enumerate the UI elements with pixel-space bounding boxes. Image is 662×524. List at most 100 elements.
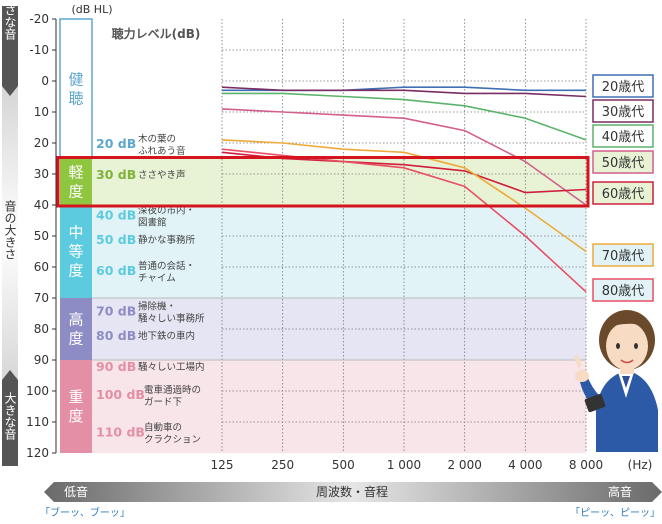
zone-label-box-1: [60, 158, 92, 205]
y-tick-label-9: 70: [34, 291, 49, 305]
loudness-side-bar: 小さな音 音の大きさ 大きな音: [2, 0, 18, 466]
example-db-0: 20 dB: [96, 136, 136, 151]
legend-label-2: 40歳代: [602, 130, 645, 145]
legend-box-1: [592, 99, 654, 123]
example-db-3: 50 dB: [96, 232, 136, 247]
high-sound-label: 「ピーッ、ピーッ」: [570, 507, 660, 519]
legend-label-0: 20歳代: [602, 80, 645, 95]
y-tick-label-11: 90: [34, 353, 49, 367]
legend-box-4: [592, 181, 654, 205]
example-db-2: 40 dB: [96, 207, 136, 222]
hz-unit-label: (Hz): [628, 458, 653, 472]
x-tick-label-5: 4 000: [508, 458, 542, 472]
y-tick-label-14: 120: [26, 446, 49, 460]
legend-box-2: [592, 124, 654, 148]
legend-label-6: 80歳代: [602, 284, 645, 299]
series-line-2: [222, 92, 587, 141]
y-tick-label-8: 60: [34, 260, 49, 274]
series-line-6: [221, 148, 587, 293]
zone-label-0: 健聴: [68, 70, 83, 107]
frequency-bar: 低音 周波数・音程 高音 「ブーッ、ブーッ」 「ピーッ、ピーッ」: [40, 482, 662, 519]
example-text-0-1: ふれあう音: [138, 145, 186, 157]
y-tick-label-3: 10: [34, 105, 49, 119]
y-tick-label-2: 0: [41, 74, 49, 88]
example-text-8-0: 電車通過時の: [144, 384, 201, 396]
loudness-label: 音の大きさ: [3, 199, 17, 260]
low-pitch-label: 低音: [64, 484, 88, 499]
example-text-1-0: ささやき声: [138, 169, 186, 181]
zone-band-2: [60, 205, 586, 298]
series-line-3: [221, 108, 587, 206]
legend: 20歳代 30歳代 40歳代 50歳代 60歳代 70歳代 80歳代: [592, 74, 654, 302]
example-db-8: 100 dB: [96, 387, 145, 402]
zone-label-box-4: [60, 360, 92, 453]
series-line-1: [221, 86, 587, 98]
legend-label-3: 50歳代: [602, 156, 645, 171]
example-db-4: 60 dB: [96, 263, 136, 278]
series-line-5: [221, 139, 587, 253]
y-tick-label-4: 20: [34, 136, 49, 150]
legend-label-4: 60歳代: [602, 187, 645, 202]
x-tick-label-2: 500: [332, 458, 355, 472]
example-text-6-0: 地下鉄の車内: [138, 330, 195, 342]
example-db-9: 110 dB: [96, 424, 145, 439]
legend-label-1: 30歳代: [602, 105, 645, 120]
y-unit-label: (dB HL): [71, 3, 112, 16]
zone-band-1: [60, 158, 586, 205]
example-db-1: 30 dB: [96, 167, 136, 182]
example-text-9-1: クラクション: [144, 434, 201, 445]
axes: -20 -10 0 10 20 30 40 50 60 70 80 90 100 110 120 125 250…: [26, 12, 603, 472]
y-tick-label-0: -20: [29, 12, 49, 26]
quiet-label: 小さな音: [3, 0, 17, 41]
low-sound-label: 「ブーッ、ブーッ」: [40, 506, 130, 519]
x-tick-label-1: 250: [271, 458, 294, 472]
y-tick-label-10: 80: [34, 322, 49, 336]
example-text-0-0: 木の葉の: [138, 133, 176, 145]
y-tick-label-6: 40: [34, 198, 49, 212]
x-tick-label-3: 1 000: [387, 458, 421, 472]
x-tick-label-0: 125: [211, 458, 234, 472]
zone-band-3: [60, 298, 586, 360]
x-tick-label-6: 8 000: [569, 458, 603, 472]
zone-label-1: 軽度: [68, 163, 83, 200]
example-text-7-0: 騒々しい工場内: [138, 361, 205, 373]
y-tick-label-7: 50: [34, 229, 49, 243]
example-text-9-0: 自動車の: [144, 421, 182, 433]
legend-box-6: [592, 278, 654, 302]
legend-box-5: [592, 243, 654, 267]
legend-box-3: [592, 150, 654, 174]
y-tick-label-1: -10: [29, 43, 49, 57]
x-tick-label-4: 2 000: [447, 458, 481, 472]
example-text-2-1: 図書館: [138, 216, 167, 228]
woman-illustration: [574, 310, 658, 452]
zone-label-4: 重度: [68, 388, 83, 425]
legend-box-0: [592, 74, 654, 98]
example-text-4-1: チャイム: [138, 273, 176, 284]
y-tick-label-5: 30: [34, 167, 49, 181]
loud-label: 大きな音: [3, 392, 17, 441]
zone-label-box-0: [59, 18, 93, 160]
example-db-6: 80 dB: [96, 328, 136, 343]
series-lines: [56, 86, 590, 293]
y-tick-label-13: 110: [26, 415, 49, 429]
loud-arrow-shape: [2, 370, 18, 466]
quiet-arrow-shape: [2, 6, 18, 96]
mild-range-highlight: [56, 156, 590, 208]
example-text-3-0: 静かな事務所: [138, 234, 196, 246]
zone-label-box-2: [60, 205, 92, 298]
y-tick-label-12: 100: [26, 384, 49, 398]
zone-label-2: 中等度: [68, 224, 83, 280]
high-pitch-label: 高音: [608, 484, 632, 499]
example-db-7: 90 dB: [96, 359, 136, 374]
legend-label-5: 70歳代: [602, 249, 645, 264]
example-text-4-0: 普通の会話・: [138, 260, 195, 272]
frequency-label: 周波数・音程: [316, 484, 388, 499]
example-text-8-1: ガード下: [144, 397, 182, 408]
zone-label-3: 高度: [68, 311, 83, 348]
example-db-5: 70 dB: [96, 303, 136, 318]
example-text-5-1: 騒々しい事務所: [138, 312, 205, 324]
